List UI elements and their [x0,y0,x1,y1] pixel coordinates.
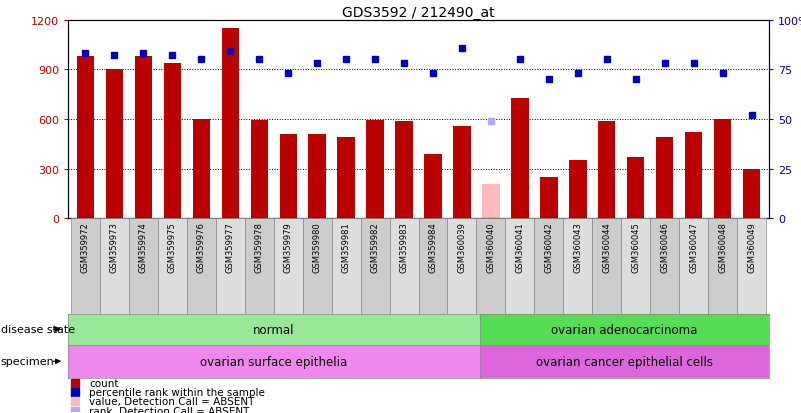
Bar [129,219,158,314]
Text: GSM359984: GSM359984 [429,222,437,272]
Bar [71,219,100,314]
Text: GSM359976: GSM359976 [197,222,206,273]
Text: normal: normal [253,323,295,336]
Text: GSM360043: GSM360043 [574,222,582,273]
Bar [477,219,505,314]
Text: GSM359975: GSM359975 [168,222,177,272]
Text: rank, Detection Call = ABSENT: rank, Detection Call = ABSENT [89,406,249,413]
Text: GSM359980: GSM359980 [312,222,322,272]
Bar [679,219,708,314]
Bar [534,219,563,314]
Text: GSM360041: GSM360041 [515,222,525,272]
Text: GSM359972: GSM359972 [81,222,90,272]
Bar [685,133,702,219]
Bar [511,98,529,219]
Bar [650,219,679,314]
Bar [627,158,645,219]
Bar [743,169,760,219]
Bar [425,154,441,219]
Bar [598,121,615,219]
Text: ovarian cancer epithelial cells: ovarian cancer epithelial cells [536,355,713,368]
Text: GSM359981: GSM359981 [341,222,351,272]
Bar [332,219,360,314]
Text: GSM360039: GSM360039 [457,222,466,273]
Bar [570,160,586,219]
Text: GSM360047: GSM360047 [689,222,698,273]
Bar [215,219,245,314]
Bar [389,219,418,314]
Text: GSM360049: GSM360049 [747,222,756,272]
Text: count: count [89,378,119,388]
Text: GSM360042: GSM360042 [545,222,553,272]
Bar [222,29,239,219]
Bar [540,178,557,219]
Text: GSM359982: GSM359982 [371,222,380,272]
Title: GDS3592 / 212490_at: GDS3592 / 212490_at [342,6,495,20]
Bar [245,219,274,314]
Bar [622,219,650,314]
Bar [737,219,766,314]
Bar [418,219,448,314]
Bar [187,219,215,314]
Bar [396,121,413,219]
Text: GSM360046: GSM360046 [660,222,669,273]
Bar [453,126,471,219]
Text: GSM359977: GSM359977 [226,222,235,273]
Bar [106,70,123,219]
Bar [708,219,737,314]
Bar [563,219,592,314]
Bar [100,219,129,314]
Bar [77,57,95,219]
Text: ovarian adenocarcinoma: ovarian adenocarcinoma [551,323,698,336]
Bar [274,219,303,314]
Bar [337,138,355,219]
Bar [714,120,731,219]
Bar [360,219,389,314]
Text: value, Detection Call = ABSENT: value, Detection Call = ABSENT [89,396,255,406]
Bar [505,219,534,314]
Bar [163,64,181,219]
Bar [192,120,210,219]
Text: GSM359983: GSM359983 [400,222,409,273]
Bar [448,219,477,314]
Text: GSM359974: GSM359974 [139,222,148,272]
Bar [308,135,326,219]
Bar [482,184,500,219]
Bar [135,57,152,219]
Text: GSM359973: GSM359973 [110,222,119,273]
Text: specimen: specimen [1,356,54,366]
Bar [158,219,187,314]
Text: percentile rank within the sample: percentile rank within the sample [89,387,265,397]
Text: ovarian surface epithelia: ovarian surface epithelia [200,355,348,368]
Text: GSM360045: GSM360045 [631,222,640,272]
Text: disease state: disease state [1,324,75,335]
Text: GSM359979: GSM359979 [284,222,292,272]
Bar [280,135,297,219]
Text: GSM360040: GSM360040 [486,222,496,272]
Bar [592,219,622,314]
Text: GSM360048: GSM360048 [718,222,727,273]
Text: GSM360044: GSM360044 [602,222,611,272]
Text: GSM359978: GSM359978 [255,222,264,273]
Bar [303,219,332,314]
Bar [656,138,674,219]
Bar [366,121,384,219]
Bar [251,121,268,219]
